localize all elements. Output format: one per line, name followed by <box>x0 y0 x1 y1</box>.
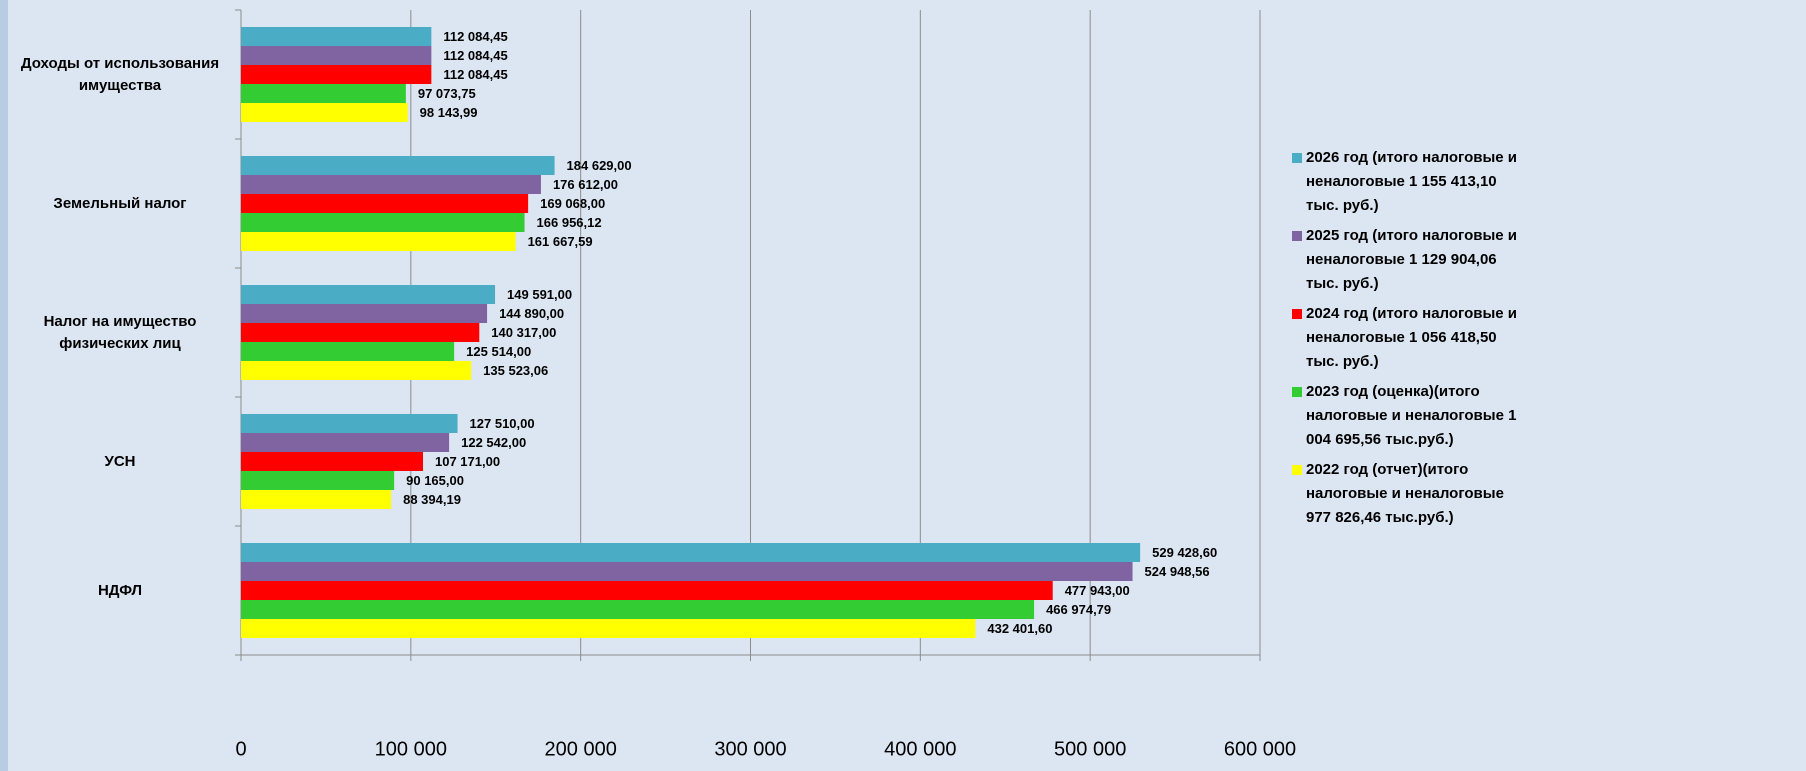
legend-item: 2025 год (итого налоговые и неналоговые … <box>1292 224 1522 296</box>
data-label: 97 073,75 <box>418 86 476 101</box>
y-tick-label: Налог на имущество физических лиц <box>43 312 197 352</box>
legend-label: 2023 год (оценка)(итого налоговые и нена… <box>1306 383 1517 448</box>
bar <box>241 27 432 46</box>
data-label: 112 084,45 <box>443 29 507 44</box>
data-label: 112 084,45 <box>443 67 507 82</box>
data-label: 477 943,00 <box>1065 583 1130 598</box>
data-label: 125 514,00 <box>466 344 531 359</box>
bar <box>241 323 480 342</box>
data-label: 149 591,00 <box>507 287 572 302</box>
bar <box>241 194 529 213</box>
data-label: 176 612,00 <box>553 177 618 192</box>
data-label: 169 068,00 <box>540 196 605 211</box>
legend-swatch <box>1292 465 1302 475</box>
bar <box>241 304 488 323</box>
y-tick-label: УСН <box>104 452 136 470</box>
legend-swatch <box>1292 309 1302 319</box>
data-label: 529 428,60 <box>1152 545 1217 560</box>
data-label: 122 542,00 <box>461 435 526 450</box>
legend-item: 2022 год (отчет)(итого налоговые и ненал… <box>1292 458 1522 530</box>
bar <box>241 361 472 380</box>
data-label: 135 523,06 <box>483 363 548 378</box>
data-label: 144 890,00 <box>499 306 564 321</box>
legend-item: 2026 год (итого налоговые и неналоговые … <box>1292 146 1522 218</box>
data-label: 140 317,00 <box>491 325 556 340</box>
bar <box>241 342 455 361</box>
legend-item: 2023 год (оценка)(итого налоговые и нена… <box>1292 380 1522 452</box>
data-label: 161 667,59 <box>528 234 593 249</box>
x-tick-label: 300 000 <box>714 738 786 760</box>
bar <box>241 103 408 122</box>
y-tick-label: Доходы от использования имущества <box>20 54 220 94</box>
bar <box>241 84 406 103</box>
bar <box>241 156 555 175</box>
legend-label: 2022 год (отчет)(итого налоговые и ненал… <box>1306 461 1504 526</box>
bar <box>241 65 432 84</box>
legend: 2026 год (итого налоговые и неналоговые … <box>1292 146 1522 536</box>
legend-label: 2025 год (итого налоговые и неналоговые … <box>1306 227 1518 292</box>
bar <box>241 175 541 194</box>
y-tick-label: НДФЛ <box>97 581 143 599</box>
data-label: 98 143,99 <box>420 105 478 120</box>
bar <box>241 543 1141 562</box>
x-tick-label: 400 000 <box>884 738 956 760</box>
x-tick-label: 600 000 <box>1224 738 1296 760</box>
x-tick-label: 200 000 <box>545 738 617 760</box>
data-label: 466 974,79 <box>1046 602 1111 617</box>
bar <box>241 414 458 433</box>
legend-swatch <box>1292 231 1302 241</box>
bar <box>241 46 432 65</box>
legend-label: 2024 год (итого налоговые и неналоговые … <box>1306 305 1518 370</box>
bar <box>241 213 525 232</box>
legend-item: 2024 год (итого налоговые и неналоговые … <box>1292 302 1522 374</box>
data-label: 432 401,60 <box>987 621 1052 636</box>
x-tick-label: 500 000 <box>1054 738 1126 760</box>
bar <box>241 619 976 638</box>
data-label: 90 165,00 <box>406 473 464 488</box>
bar <box>241 285 496 304</box>
x-tick-label: 100 000 <box>375 738 447 760</box>
legend-label: 2026 год (итого налоговые и неналоговые … <box>1306 149 1518 214</box>
bar <box>241 562 1133 581</box>
bar <box>241 232 516 251</box>
data-label: 107 171,00 <box>435 454 500 469</box>
data-label: 184 629,00 <box>567 158 632 173</box>
bar <box>241 490 392 509</box>
data-label: 166 956,12 <box>537 215 602 230</box>
side-strip <box>0 0 8 771</box>
bar <box>241 452 424 471</box>
legend-swatch <box>1292 387 1302 397</box>
bar <box>241 433 450 452</box>
legend-swatch <box>1292 153 1302 163</box>
x-tick-label: 0 <box>235 738 246 760</box>
bar <box>241 471 395 490</box>
data-label: 112 084,45 <box>443 48 507 63</box>
bar <box>241 581 1053 600</box>
data-label: 88 394,19 <box>403 492 461 507</box>
bar <box>241 600 1035 619</box>
data-label: 524 948,56 <box>1145 564 1210 579</box>
data-label: 127 510,00 <box>470 416 535 431</box>
y-tick-label: Земельный налог <box>53 194 187 212</box>
